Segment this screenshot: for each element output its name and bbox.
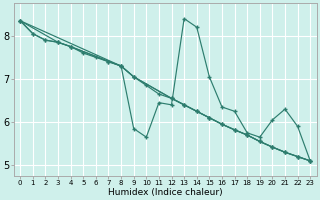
X-axis label: Humidex (Indice chaleur): Humidex (Indice chaleur) (108, 188, 222, 197)
